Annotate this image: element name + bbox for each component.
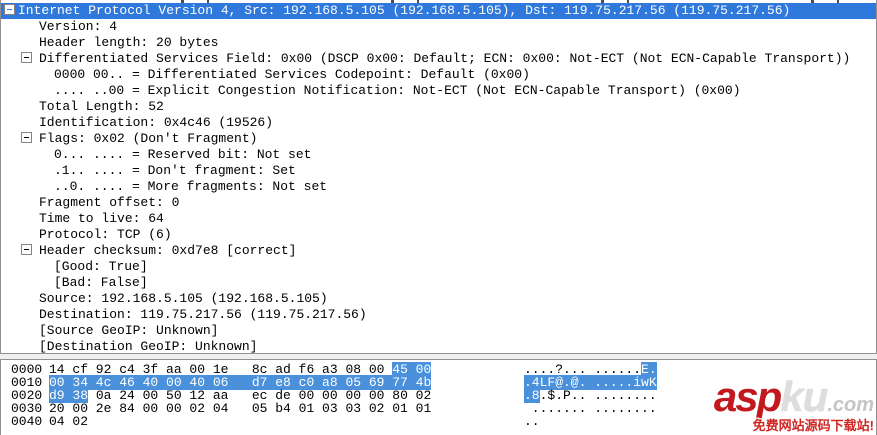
- hex-bytes: 20 00 2e 84 00 00 02 04 05 b4 01 03 03 0…: [49, 401, 432, 416]
- tree-row-source[interactable]: Source: 192.168.5.105 (192.168.5.105): [1, 291, 876, 307]
- packet-details-pane: Internet Protocol Version 4, Src: 192.16…: [0, 0, 877, 354]
- tree-row-fragment-offset[interactable]: Fragment offset: 0: [1, 195, 876, 211]
- hex-row-0040[interactable]: 0040 04 02..: [1, 415, 876, 428]
- tree-row-label: Identification: 0x4c46 (19526): [39, 115, 274, 130]
- ascii-bytes: ....... ........: [524, 401, 657, 416]
- tree-row-label: 0... .... = Reserved bit: Not set: [54, 147, 312, 162]
- tree-row-ttl[interactable]: Time to live: 64: [1, 211, 876, 227]
- tree-row-label: Protocol: TCP (6): [39, 227, 172, 242]
- tree-row-header-length[interactable]: Header length: 20 bytes: [1, 35, 876, 51]
- tree-row-label: [Source GeoIP: Unknown]: [39, 323, 219, 338]
- tree-row-checksum-bad[interactable]: [Bad: False]: [1, 275, 876, 291]
- tree-row-more-fragments[interactable]: ..0. .... = More fragments: Not set: [1, 179, 876, 195]
- hex-row-0020[interactable]: 0020 d9 38 0a 24 00 50 12 aa ec de 00 00 …: [1, 388, 876, 403]
- hex-bytes: 04 02: [49, 414, 89, 429]
- tree-row-source-geoip[interactable]: [Source GeoIP: Unknown]: [1, 323, 876, 339]
- hex-offset: 0000: [11, 362, 43, 377]
- tree-row-label: Fragment offset: 0: [39, 195, 180, 210]
- tree-row-dont-fragment[interactable]: .1.. .... = Don't fragment: Set: [1, 163, 876, 179]
- tree-row-label: .... ..00 = Explicit Congestion Notifica…: [54, 83, 741, 98]
- clipped-previous-row: [1, 0, 876, 3]
- tree-row-header-checksum[interactable]: Header checksum: 0xd7e8 [correct]: [1, 243, 876, 259]
- ascii-bytes-highlighted: .8: [524, 388, 540, 403]
- hex-offset: 0010: [11, 375, 43, 390]
- tree-row-label: [Bad: False]: [54, 275, 148, 290]
- tree-row-protocol[interactable]: Protocol: TCP (6): [1, 227, 876, 243]
- tree-row-checksum-good[interactable]: [Good: True]: [1, 259, 876, 275]
- hex-row-0000[interactable]: 0000 14 cf 92 c4 3f aa 00 1e 8c ad f6 a3 …: [1, 362, 876, 377]
- tree-row-label: Version: 4: [39, 19, 118, 34]
- tree-row-ecn[interactable]: .... ..00 = Explicit Congestion Notifica…: [1, 83, 876, 99]
- tree-row-destination[interactable]: Destination: 119.75.217.56 (119.75.217.5…: [1, 307, 876, 323]
- hex-offset: 0040: [11, 414, 43, 429]
- hex-offset: 0020: [11, 388, 43, 403]
- tree-row-label: Destination: 119.75.217.56 (119.75.217.5…: [39, 307, 367, 322]
- hex-offset: 0030: [11, 401, 43, 416]
- tree-row-version[interactable]: Version: 4: [1, 19, 876, 35]
- hex-bytes-highlighted: 45 00: [392, 362, 432, 377]
- ascii-bytes: ..: [524, 414, 540, 429]
- tree-row-label: Internet Protocol Version 4, Src: 192.16…: [18, 3, 791, 18]
- tree-row-label: Header length: 20 bytes: [39, 35, 219, 50]
- tree-row-label: [Good: True]: [54, 259, 148, 274]
- tree-row-destination-geoip[interactable]: [Destination GeoIP: Unknown]: [1, 339, 876, 354]
- tree-row-label: Total Length: 52: [39, 99, 164, 114]
- collapse-icon[interactable]: [21, 52, 32, 63]
- hex-row-0030[interactable]: 0030 20 00 2e 84 00 00 02 04 05 b4 01 03 …: [1, 402, 876, 415]
- tree-row-label: [Destination GeoIP: Unknown]: [39, 339, 258, 354]
- tree-row-label: ..0. .... = More fragments: Not set: [54, 179, 328, 194]
- tree-row-identification[interactable]: Identification: 0x4c46 (19526): [1, 115, 876, 131]
- ascii-bytes-highlighted: .4LF@.@. .....iwK: [524, 375, 657, 390]
- tree-row-total-length[interactable]: Total Length: 52: [1, 99, 876, 115]
- tree-row-reserved-bit[interactable]: 0... .... = Reserved bit: Not set: [1, 147, 876, 163]
- hex-bytes-highlighted: d9 38: [49, 388, 89, 403]
- tree-row-flags[interactable]: Flags: 0x02 (Don't Fragment): [1, 131, 876, 147]
- packet-bytes-pane: 0000 14 cf 92 c4 3f aa 00 1e 8c ad f6 a3 …: [0, 359, 877, 435]
- tree-row-ipv4[interactable]: Internet Protocol Version 4, Src: 192.16…: [1, 3, 876, 19]
- tree-row-label: .1.. .... = Don't fragment: Set: [54, 163, 296, 178]
- collapse-icon[interactable]: [4, 4, 15, 15]
- ascii-bytes-highlighted: E.: [641, 362, 657, 377]
- tree-row-label: Source: 192.168.5.105 (192.168.5.105): [39, 291, 328, 306]
- tree-row-label: 0000 00.. = Differentiated Services Code…: [54, 67, 530, 82]
- tree-row-dsf[interactable]: Differentiated Services Field: 0x00 (DSC…: [1, 51, 876, 67]
- hex-bytes: 0a 24 00 50 12 aa ec de 00 00 00 00 80 0…: [88, 388, 432, 403]
- ascii-bytes: ....?... ......: [524, 362, 642, 377]
- ascii-bytes: .$.P.. ........: [539, 388, 657, 403]
- hex-row-0010[interactable]: 0010 00 34 4c 46 40 00 40 06 d7 e8 c0 a8 …: [1, 375, 876, 390]
- tree-row-dscp[interactable]: 0000 00.. = Differentiated Services Code…: [1, 67, 876, 83]
- tree-row-label: Flags: 0x02 (Don't Fragment): [39, 131, 258, 146]
- hex-bytes: 14 cf 92 c4 3f aa 00 1e 8c ad f6 a3 08 0…: [49, 362, 393, 377]
- hex-bytes-highlighted: 00 34 4c 46 40 00 40 06 d7 e8 c0 a8 05 6…: [49, 375, 432, 390]
- tree-row-label: Differentiated Services Field: 0x00 (DSC…: [39, 51, 851, 66]
- tree-row-label: Time to live: 64: [39, 211, 164, 226]
- tree-row-label: Header checksum: 0xd7e8 [correct]: [39, 243, 297, 258]
- collapse-icon[interactable]: [21, 132, 32, 143]
- collapse-icon[interactable]: [21, 244, 32, 255]
